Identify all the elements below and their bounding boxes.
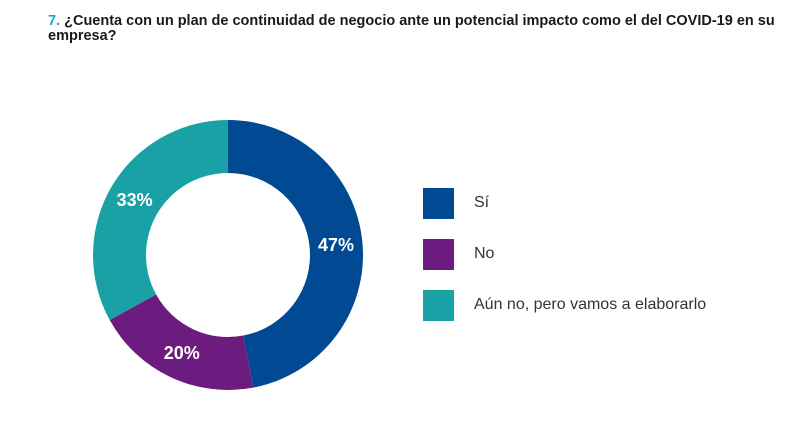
chart-title: 7. ¿Cuenta con un plan de continuidad de… — [48, 14, 778, 44]
data-label-aun-no: 33% — [117, 190, 153, 210]
slice-aun-no — [93, 120, 229, 321]
question-text: ¿Cuenta con un plan de continuidad de ne… — [48, 13, 775, 44]
legend-label-aun-no: Aún no, pero vamos a elaborarlo — [474, 296, 707, 313]
data-label-no: 20% — [164, 343, 200, 363]
legend-swatch-no — [423, 238, 454, 270]
legend: Sí No Aún no, pero vamos a elaborarlo — [423, 187, 706, 340]
slice-si — [228, 120, 363, 388]
legend-label-si: Sí — [474, 194, 490, 211]
legend-swatch-si — [423, 187, 454, 219]
legend-item-si: Sí — [423, 187, 706, 219]
question-number: 7. — [48, 13, 61, 29]
data-label-si: 47% — [318, 235, 354, 255]
legend-label-no: No — [474, 245, 495, 262]
slice-no — [109, 294, 254, 390]
legend-item-aun-no: Aún no, pero vamos a elaborarlo — [423, 289, 706, 321]
legend-swatch-aun-no — [423, 289, 454, 321]
legend-item-no: No — [423, 238, 706, 270]
